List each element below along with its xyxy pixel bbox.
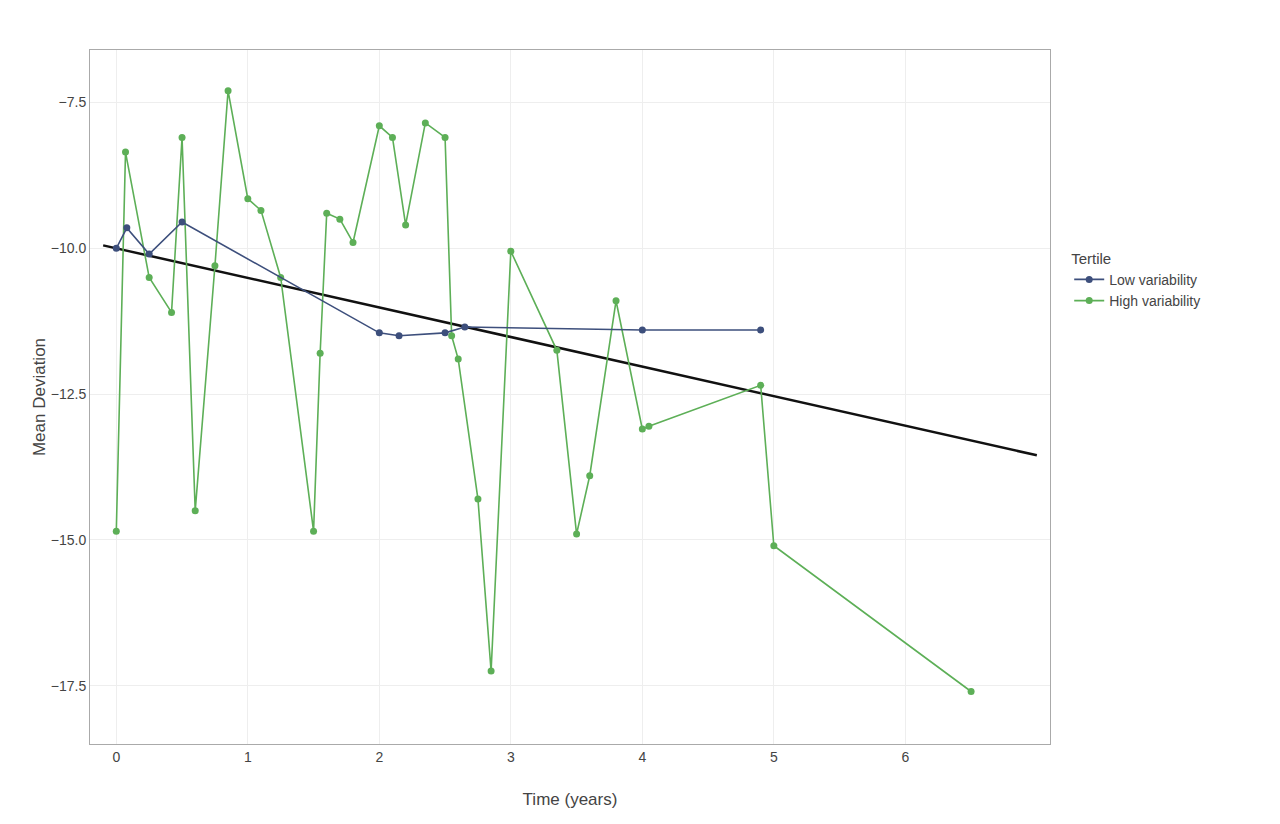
svg-text:Low variability: Low variability xyxy=(1109,272,1197,288)
svg-text:Mean Deviation: Mean Deviation xyxy=(30,338,49,456)
svg-text:6: 6 xyxy=(901,749,909,765)
svg-text:−7.5: −7.5 xyxy=(59,94,87,110)
svg-text:3: 3 xyxy=(507,749,515,765)
svg-text:Tertile: Tertile xyxy=(1071,250,1111,267)
svg-text:−17.5: −17.5 xyxy=(51,678,87,694)
svg-text:−12.5: −12.5 xyxy=(51,386,87,402)
svg-text:Time (years): Time (years) xyxy=(523,790,618,809)
svg-text:−10.0: −10.0 xyxy=(51,240,87,256)
svg-text:4: 4 xyxy=(638,749,646,765)
svg-text:High variability: High variability xyxy=(1109,293,1200,309)
svg-text:0: 0 xyxy=(112,749,120,765)
svg-text:5: 5 xyxy=(770,749,778,765)
svg-text:−15.0: −15.0 xyxy=(51,532,87,548)
svg-text:1: 1 xyxy=(244,749,252,765)
svg-text:2: 2 xyxy=(375,749,383,765)
